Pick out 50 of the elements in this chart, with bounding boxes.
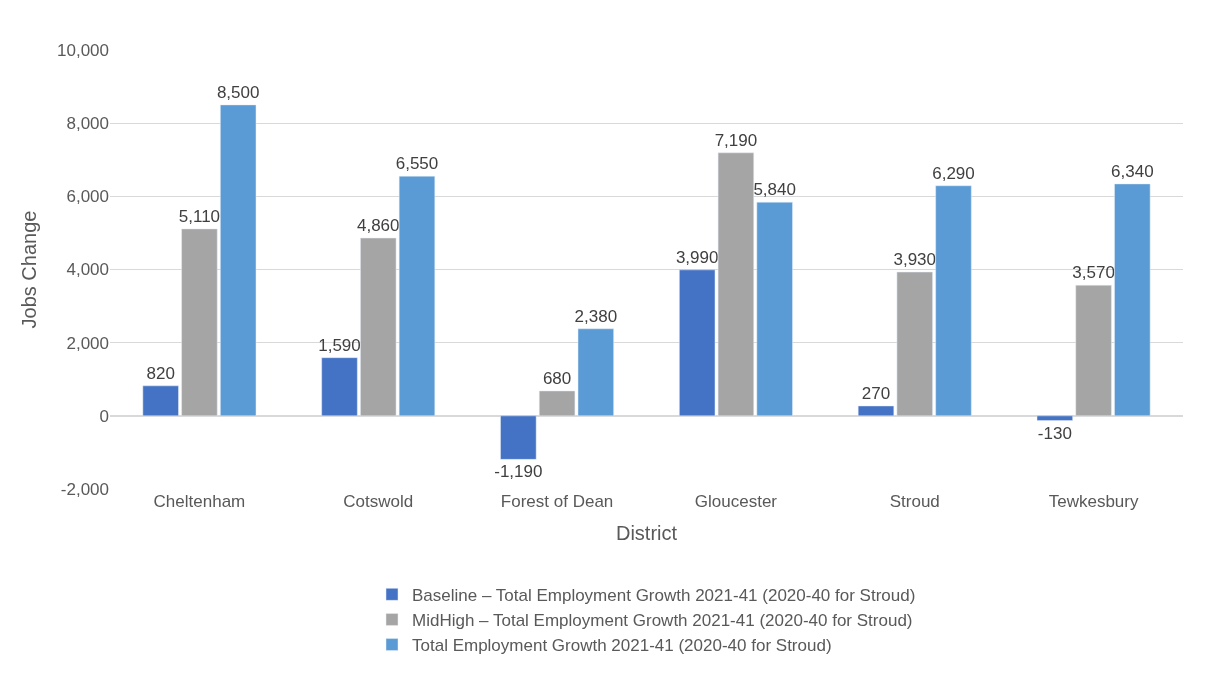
data-label: 6,550 xyxy=(395,154,439,174)
bar xyxy=(857,405,895,417)
x-tick-label: Tewkesbury xyxy=(1048,492,1139,511)
data-label: 4,860 xyxy=(356,216,400,236)
y-axis-title: Jobs Change xyxy=(17,210,40,329)
y-tick-label: 6,000 xyxy=(66,187,109,207)
bar xyxy=(220,104,257,417)
data-label: -1,190 xyxy=(494,462,543,482)
data-label: 5,110 xyxy=(178,206,221,226)
bar xyxy=(935,185,972,417)
y-tick-label: 0 xyxy=(99,406,109,426)
bar xyxy=(1114,183,1151,417)
data-label: 1,590 xyxy=(318,335,361,355)
bar xyxy=(896,271,933,417)
data-label: 3,990 xyxy=(675,247,719,267)
data-label: 680 xyxy=(542,368,572,388)
data-label: 7,190 xyxy=(714,130,758,150)
data-label: -130 xyxy=(1037,423,1072,443)
x-tick-label: Cheltenham xyxy=(153,492,246,511)
x-tick-label: Gloucester xyxy=(694,492,778,511)
data-label: 270 xyxy=(861,383,891,403)
bar xyxy=(500,415,537,460)
bar xyxy=(321,357,358,417)
bar xyxy=(360,237,397,417)
data-label: 6,290 xyxy=(932,163,975,183)
data-label: 8,500 xyxy=(216,82,260,102)
data-label: 2,380 xyxy=(574,306,618,326)
x-tick-label: Forest of Dean xyxy=(500,492,614,511)
y-tick-label: 4,000 xyxy=(66,260,109,280)
data-label: 3,930 xyxy=(893,250,937,270)
data-label: 5,840 xyxy=(753,180,796,200)
bar xyxy=(756,201,793,417)
y-tick-label: -2,000 xyxy=(60,479,109,499)
x-axis-title: District xyxy=(615,521,678,544)
bar xyxy=(1075,284,1112,417)
legend-label: Baseline – Total Employment Growth 2021-41 (2020-40 for Stroud) xyxy=(412,585,916,605)
data-label: 6,340 xyxy=(1111,161,1154,181)
x-tick-label: Stroud xyxy=(889,492,940,511)
bar xyxy=(398,175,436,417)
bar xyxy=(1036,415,1073,421)
y-tick-label: 8,000 xyxy=(66,114,109,134)
y-tick-label: 2,000 xyxy=(66,333,109,353)
legend-label: MidHigh – Total Employment Growth 2021-41 (2020-40 for Stroud) xyxy=(412,611,913,631)
y-tick-label: 10,000 xyxy=(57,40,109,60)
bar xyxy=(142,385,179,417)
x-tick-label: Cotswold xyxy=(343,492,414,511)
data-label: 820 xyxy=(146,363,175,383)
data-label: 3,570 xyxy=(1072,263,1115,283)
legend-label: Total Employment Growth 2021-41 (2020-40 for Stroud) xyxy=(412,636,832,656)
bar xyxy=(181,228,218,417)
